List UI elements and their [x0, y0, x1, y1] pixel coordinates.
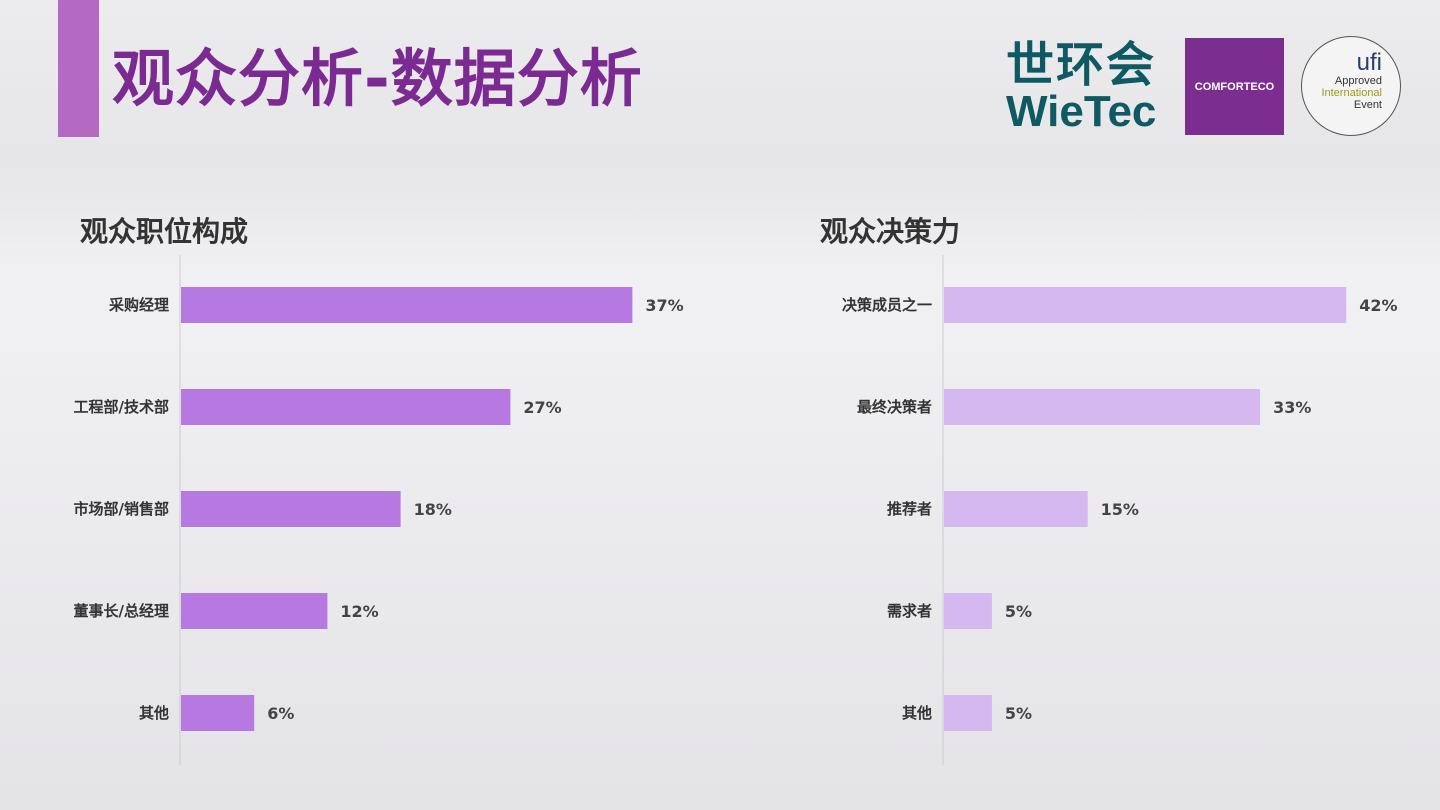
bar [944, 287, 1347, 323]
data-label: 12% [340, 602, 378, 621]
category-label: 决策成员之一 [842, 296, 932, 314]
title-accent-bar [58, 0, 99, 137]
category-label: 推荐者 [887, 500, 932, 518]
chart-title-position: 观众职位构成 [80, 215, 249, 248]
category-label: 工程部/技术部 [74, 398, 169, 416]
data-label: 37% [645, 296, 683, 315]
data-label: 6% [267, 704, 294, 723]
bar [944, 389, 1261, 425]
comforteco-logo: COMFORTECO [1185, 38, 1284, 135]
data-label: 27% [523, 398, 561, 417]
page-title: 观众分析-数据分析 [112, 42, 643, 115]
ufi-logo: ufi Approved International Event [1301, 36, 1401, 136]
bar [181, 593, 328, 629]
bar [181, 287, 633, 323]
bar [944, 593, 992, 629]
data-label: 33% [1273, 398, 1311, 417]
bar [944, 695, 992, 731]
category-label: 市场部/销售部 [74, 500, 169, 518]
bar [181, 491, 401, 527]
category-label: 采购经理 [108, 296, 169, 314]
bar [181, 695, 255, 731]
category-label: 最终决策者 [857, 398, 932, 416]
category-label: 董事长/总经理 [74, 602, 169, 620]
data-label: 5% [1005, 704, 1032, 723]
category-label: 其他 [139, 704, 169, 722]
wietec-logo: 世环会 WieTec [1006, 37, 1157, 136]
bar [181, 389, 511, 425]
data-label: 15% [1101, 500, 1139, 519]
chart-title-decision: 观众决策力 [820, 215, 961, 248]
data-label: 18% [414, 500, 452, 519]
category-label: 其他 [902, 704, 932, 722]
category-label: 需求者 [887, 602, 932, 620]
data-label: 42% [1359, 296, 1397, 315]
data-label: 5% [1005, 602, 1032, 621]
bar [944, 491, 1088, 527]
